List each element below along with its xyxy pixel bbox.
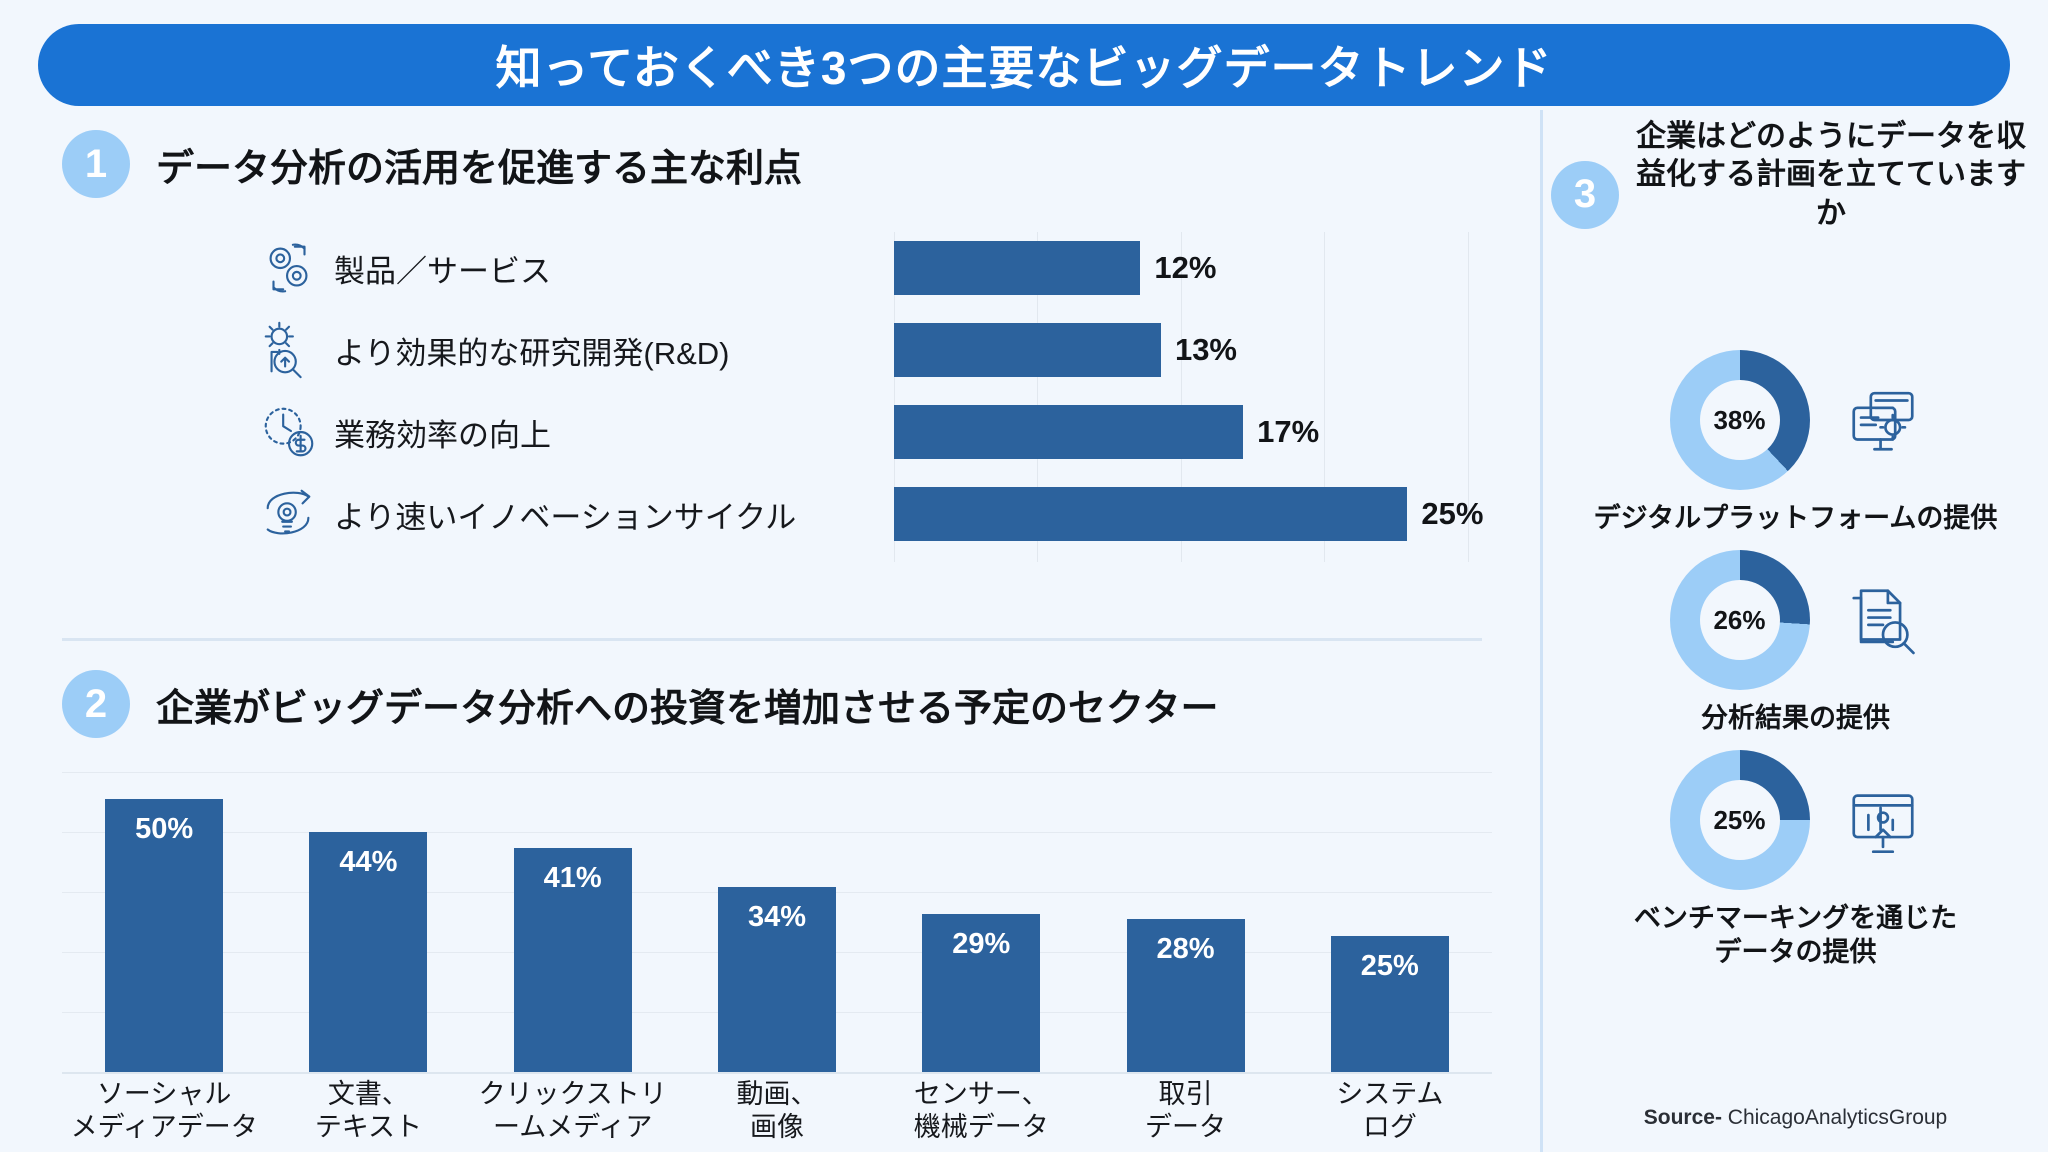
section-2-badge: 2 (62, 670, 130, 738)
section-2-axis-labels: ソーシャル メディアデータ 文書、 テキスト クリックストリ ームメディア 動画、 画… (62, 1078, 1492, 1144)
sector-label: クリックストリ ームメディア (478, 1079, 667, 1142)
sector-value: 41% (543, 862, 602, 895)
sector-value: 50% (135, 813, 194, 846)
donut-value: 25% (1713, 804, 1766, 835)
clock-money-icon (258, 401, 320, 463)
sector-column: 34% (675, 772, 879, 1072)
gear-magnifier-icon (258, 319, 320, 381)
benefit-bar: 13% (894, 323, 1237, 377)
section-3-header: 3 企業はどのようにデータを収益化する計画を立てていますか (1551, 118, 2048, 233)
monetization-item: 26% 分析結果の提供 (1543, 550, 2048, 736)
section-2-plot: 50% 44% 41% 34% 29% 28% 25% (62, 772, 1492, 1072)
sector-label: ソーシャル メディアデータ (70, 1079, 258, 1142)
section-3-badge: 3 (1551, 160, 1619, 229)
sector-value: 29% (952, 927, 1011, 960)
sector-column: 29% (879, 772, 1083, 1072)
section-1-header: 1 データ分析の活用を促進する主な利点 (62, 130, 802, 198)
donut-chart: 25% (1669, 750, 1810, 890)
donut-chart: 26% (1669, 550, 1810, 690)
monetization-item: 38% デジタルプラットフォームの提供 (1543, 350, 2048, 536)
monitor-gear-icon (1844, 381, 1922, 459)
document-magnifier-icon (1844, 581, 1922, 659)
sector-value: 28% (1156, 933, 1215, 966)
section-1-badge: 1 (62, 130, 130, 198)
monetization-caption: 分析結果の提供 (1701, 703, 1890, 733)
benefit-label: 業務効率の向上 (334, 417, 551, 453)
benefit-value: 25% (1421, 496, 1484, 531)
sector-label: 動画、 画像 (736, 1079, 818, 1142)
sector-bar: 25% (1330, 935, 1449, 1072)
sector-label: 文書、 テキスト (314, 1079, 423, 1142)
monetization-caption: ベンチマーキングを通じた データの提供 (1633, 903, 1958, 967)
sector-bar: 28% (1126, 919, 1245, 1072)
benchmark-board-icon (1844, 781, 1922, 859)
title-banner: 知っておくべき3つの主要なビッグデータトレンド (38, 24, 2010, 106)
left-column: 1 データ分析の活用を促進する主な利点 製品／サービス 12% より効果的な研究開発… (0, 110, 1540, 1152)
source-credit: Source- ChicagoAnalyticsGroup (1543, 1106, 2048, 1130)
section-3-title: 企業はどのようにデータを収益化する計画を立てていますか (1636, 120, 2026, 230)
section-1-bar-chart: 製品／サービス 12% より効果的な研究開発(R&D) 13% 業務効率の向上 17% より… (62, 232, 1483, 562)
donut-value: 38% (1713, 404, 1766, 435)
sector-column: 44% (266, 772, 470, 1072)
sector-column: 25% (1288, 772, 1492, 1072)
donut-value: 26% (1713, 604, 1766, 635)
sector-bar: 34% (717, 886, 836, 1072)
sector-value: 44% (339, 846, 398, 878)
donut-chart: 38% (1669, 350, 1810, 490)
sector-column: 41% (471, 772, 675, 1072)
sector-column: 50% (62, 772, 266, 1072)
benefit-value: 12% (1154, 250, 1217, 285)
page-title: 知っておくべき3つの主要なビッグデータトレンド (495, 42, 1553, 94)
right-column: 3 企業はどのようにデータを収益化する計画を立てていますか 38% デジタルプラッ… (1540, 110, 2048, 1152)
benefit-bar: 17% (894, 405, 1319, 459)
benefit-label: より速いイノベーションサイクル (334, 499, 797, 535)
benefit-bar: 25% (894, 487, 1483, 541)
section-1-title: データ分析の活用を促進する主な利点 (156, 147, 803, 190)
section-1-gridlines (894, 232, 1469, 562)
sector-column: 28% (1083, 772, 1287, 1072)
benefit-bar: 12% (894, 241, 1216, 295)
benefit-label: より効果的な研究開発(R&D) (334, 335, 730, 371)
monetization-caption: デジタルプラットフォームの提供 (1593, 503, 1998, 533)
benefit-row: より速いイノベーションサイクル 25% (62, 478, 1483, 550)
sector-label: システム ログ (1336, 1079, 1444, 1142)
section-2-axis-line (62, 1072, 1492, 1074)
sector-bar: 50% (105, 799, 224, 1072)
section-1-rows: 製品／サービス 12% より効果的な研究開発(R&D) 13% 業務効率の向上 17% より… (62, 232, 1483, 562)
sector-value: 25% (1360, 949, 1419, 982)
benefit-row: 製品／サービス 12% (62, 232, 1482, 304)
benefit-row: 業務効率の向上 17% (62, 396, 1482, 468)
benefit-value: 13% (1174, 332, 1237, 367)
benefit-label: 製品／サービス (334, 253, 551, 289)
sector-value: 34% (747, 900, 807, 933)
sector-bar: 29% (922, 913, 1041, 1072)
gears-sync-icon (258, 237, 320, 299)
monetization-item: 25% ベンチマーキングを通じた データの提供 (1543, 750, 2048, 970)
sector-bar: 41% (513, 848, 632, 1072)
section-2-header: 2 企業がビッグデータ分析への投資を増加させる予定のセクター (62, 670, 1218, 738)
source-name: ChicagoAnalyticsGroup (1727, 1106, 1948, 1129)
benefit-value: 17% (1257, 414, 1320, 449)
benefit-row: より効果的な研究開発(R&D) 13% (62, 314, 1482, 386)
sector-label: センサー、 機械データ (913, 1079, 1049, 1142)
sector-bar: 44% (309, 832, 428, 1072)
section-2-column-chart: 50% 44% 41% 34% 29% 28% 25% ソーシャル メディアデータ 文書、 テ… (62, 772, 1492, 1152)
sector-label: 取引 データ (1145, 1079, 1227, 1142)
section-divider (62, 638, 1482, 641)
section-2-title: 企業がビッグデータ分析への投資を増加させる予定のセクター (156, 687, 1219, 730)
bulb-arrow-icon (258, 483, 320, 545)
source-label: Source- (1643, 1106, 1722, 1129)
